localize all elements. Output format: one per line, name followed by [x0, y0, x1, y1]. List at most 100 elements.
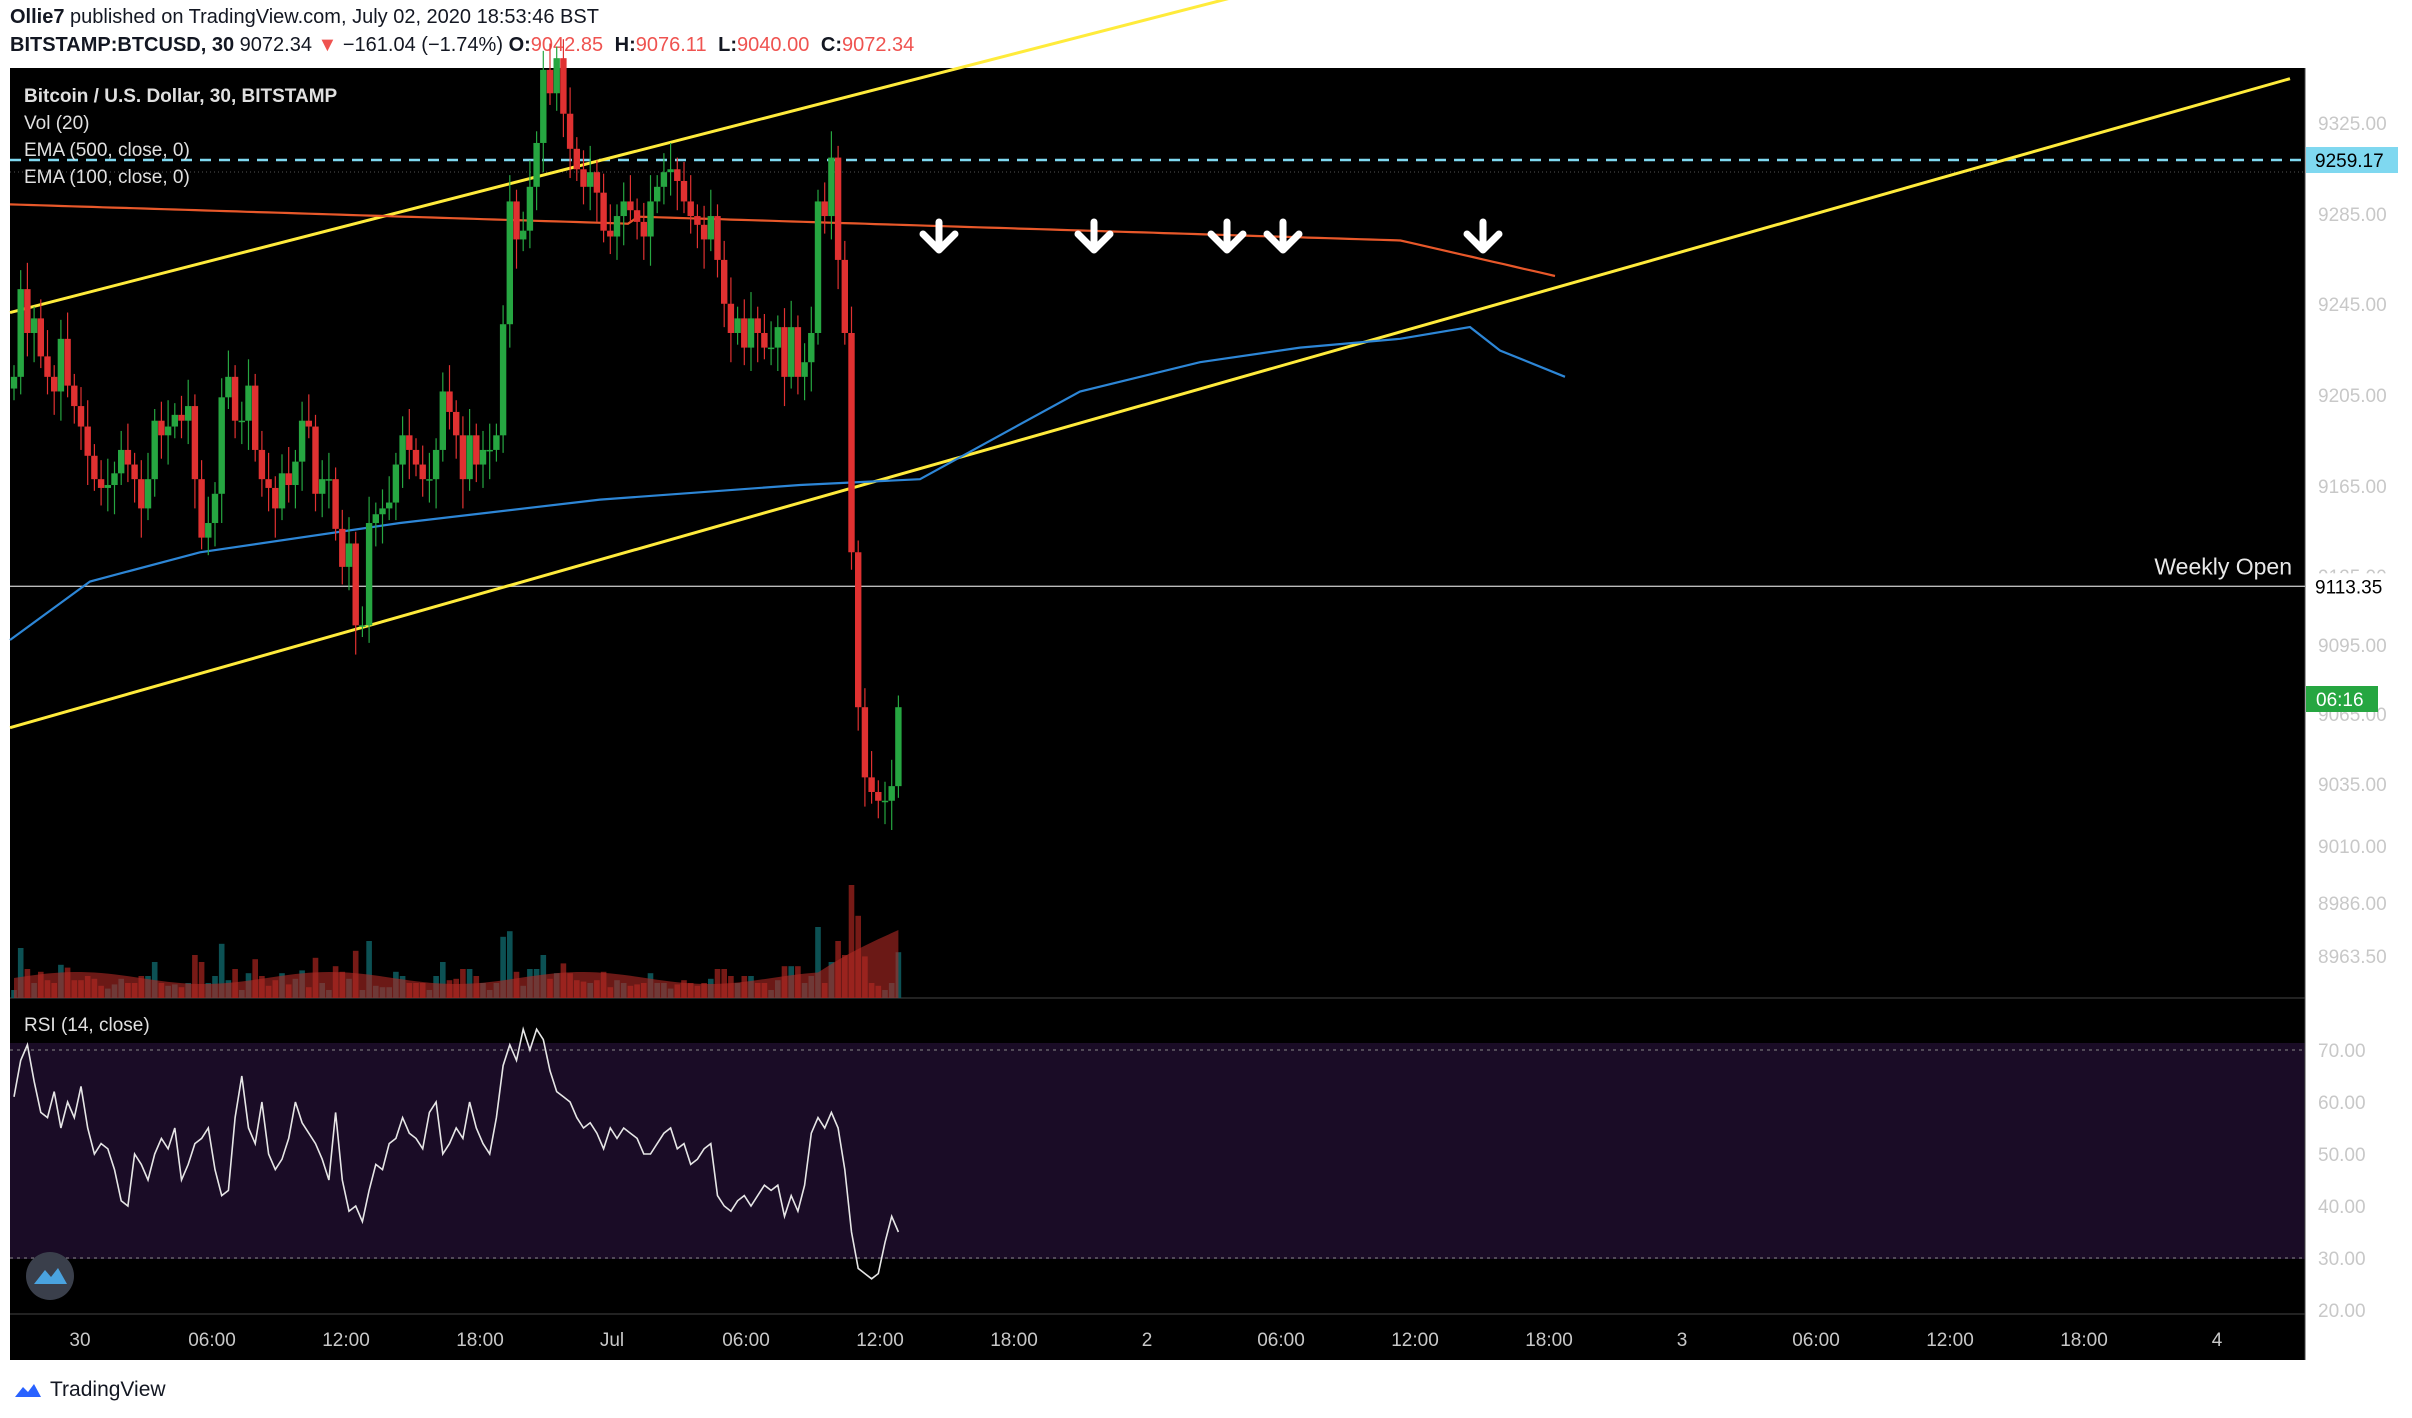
candle-body — [499, 324, 507, 436]
candle-body — [345, 543, 353, 567]
close-value: 9072.34 — [841, 34, 915, 56]
candle-body — [627, 201, 634, 211]
candle-body — [788, 327, 795, 377]
candle-body — [553, 58, 560, 94]
candle-body — [573, 148, 580, 170]
candle-body — [365, 523, 373, 626]
time-tick-label: 12:00 — [322, 1330, 370, 1351]
rsi-tick-label: 40.00 — [2318, 1197, 2366, 1218]
candle-body — [667, 169, 674, 173]
candle-body — [848, 332, 855, 553]
candle-body — [419, 464, 426, 480]
candle-body — [446, 391, 453, 412]
candle-body — [118, 449, 125, 474]
candle-body — [392, 464, 400, 503]
candle-body — [801, 362, 808, 377]
candle-body — [821, 201, 828, 217]
candle-body — [687, 201, 694, 217]
candle-body — [674, 169, 681, 181]
time-tick-label: 18:00 — [456, 1330, 504, 1351]
candle-body — [298, 420, 306, 462]
candle-body — [781, 327, 788, 377]
resistance-price-tag-text: 9259.17 — [2315, 151, 2384, 172]
candle-body — [285, 473, 292, 486]
candle-body — [881, 800, 889, 803]
candle-body — [406, 435, 413, 450]
candle-body — [747, 318, 755, 348]
volume-bar — [815, 927, 821, 998]
candle-body — [325, 479, 333, 481]
volume-bar — [721, 969, 727, 998]
time-tick-label: 12:00 — [856, 1330, 904, 1351]
price-tick-label: 8986.00 — [2318, 894, 2387, 915]
candle-body — [640, 221, 647, 237]
volume-bar — [17, 948, 24, 998]
candle-body — [10, 376, 18, 389]
candle-body — [580, 169, 587, 187]
rsi-line — [13, 1026, 900, 1280]
down-arrow-icon — [919, 218, 959, 254]
publish-info: Ollie7 published on TradingView.com, Jul… — [10, 6, 599, 29]
volume-bar — [460, 969, 466, 998]
volume-bar — [714, 969, 721, 998]
candle-body — [808, 332, 815, 363]
footer-brand: TradingView — [50, 1378, 166, 1401]
time-tick-label: 3 — [1677, 1330, 1688, 1351]
candle-body — [64, 338, 71, 386]
candle-body — [17, 289, 24, 377]
low-value: 9040.00 — [737, 34, 810, 56]
candle-body — [493, 435, 500, 450]
candle-body — [888, 786, 895, 801]
legend-ema-100: EMA (100, close, 0) — [24, 167, 190, 188]
time-tick-label: 2 — [1142, 1330, 1153, 1351]
candle-body — [57, 338, 65, 392]
candle-body — [319, 479, 326, 494]
candle-body — [225, 376, 232, 398]
candle-body — [700, 224, 708, 240]
candle-body — [613, 216, 621, 237]
candle-body — [138, 479, 145, 509]
candle-body — [754, 318, 761, 333]
volume-bar — [848, 885, 855, 998]
candle-body — [71, 385, 78, 407]
candle-body — [506, 201, 513, 325]
footer: TradingView — [14, 1378, 166, 1402]
ema-100-line — [9, 325, 1566, 641]
volume-bar — [366, 941, 372, 998]
channel-upper-line — [9, 0, 1229, 314]
candle-body — [707, 216, 714, 240]
time-tick-label: 18:00 — [1525, 1330, 1573, 1351]
volume-bar — [252, 959, 258, 998]
candle-body — [238, 420, 245, 423]
candle-body — [741, 318, 748, 348]
candle-body — [727, 303, 735, 333]
candle-body — [767, 347, 775, 350]
price-tick-label: 9095.00 — [2318, 636, 2387, 657]
high-label: H: — [614, 34, 636, 56]
candle-body — [426, 479, 433, 481]
candle-body — [131, 464, 138, 480]
candle-body — [466, 435, 473, 480]
candle-body — [868, 777, 875, 792]
candle-body — [593, 172, 601, 193]
weekly-open-price-tag-text: 9113.35 — [2315, 577, 2382, 598]
time-tick-label: 30 — [69, 1330, 90, 1351]
candle-body — [828, 157, 835, 217]
candle-body — [459, 435, 467, 480]
candle-body — [265, 479, 272, 488]
candle-body — [144, 479, 152, 509]
rsi-band — [10, 1043, 2305, 1259]
candle-body — [399, 435, 406, 465]
candle-body — [84, 426, 91, 456]
candle-body — [30, 318, 38, 333]
candle-body — [205, 523, 212, 538]
candle-body — [352, 543, 359, 626]
countdown-tag — [2306, 686, 2378, 712]
publisher-name: Ollie7 — [10, 6, 65, 28]
legend-main-series: Bitcoin / U.S. Dollar, 30, BITSTAMP — [24, 86, 338, 107]
symbol-header: BITSTAMP:BTCUSD, 30 9072.34 ▼ −161.04 (−… — [10, 34, 920, 57]
volume-bar — [198, 962, 205, 998]
candle-body — [620, 201, 627, 217]
rsi-tick-label: 30.00 — [2318, 1249, 2366, 1270]
